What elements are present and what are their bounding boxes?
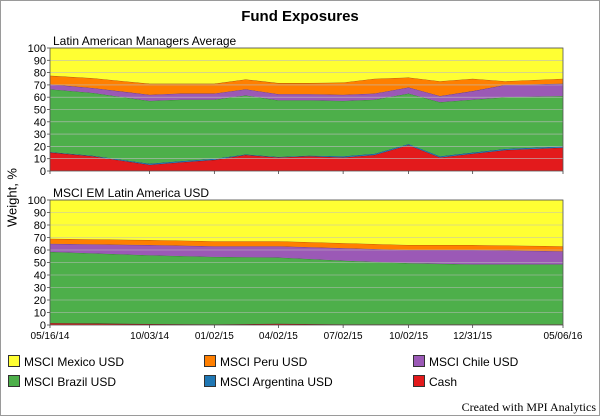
area-msci-mexico-usd-1 [50, 48, 563, 84]
y-tick-label-2-70: 70 [34, 233, 46, 245]
legend-swatch [204, 355, 216, 367]
legend-item-msci-argentina-usd: MSCI Argentina USD [204, 375, 333, 389]
x-tick-label-05-06-16: 05/06/16 [544, 331, 583, 342]
legend-item-msci-mexico-usd: MSCI Mexico USD [8, 355, 124, 369]
legend-label: MSCI Peru USD [220, 355, 308, 369]
area-msci-mexico-usd-2 [50, 200, 563, 247]
area-cash-2 [50, 323, 563, 325]
y-tick-label-2-80: 80 [34, 220, 46, 232]
y-tick-label-2-10: 10 [34, 308, 46, 320]
y-tick-label-1-60: 60 [34, 92, 46, 104]
legend-swatch [413, 355, 425, 367]
area-cash-1 [50, 145, 563, 171]
plot-border-2 [49, 199, 564, 326]
y-tick-label-1-30: 30 [34, 129, 46, 141]
x-tick-label-10-03-14: 10/03/14 [130, 331, 169, 342]
y-tick-label-2-40: 40 [34, 270, 46, 282]
y-tick-label-1-10: 10 [34, 154, 46, 166]
legend-item-msci-chile-usd: MSCI Chile USD [413, 355, 518, 369]
y-tick-label-1-70: 70 [34, 80, 46, 92]
y-tick-label-2-90: 90 [34, 208, 46, 220]
y-tick-label-1-90: 90 [34, 55, 46, 67]
legend-swatch [8, 355, 20, 367]
y-tick-label-2-20: 20 [34, 295, 46, 307]
y-tick-label-1-100: 100 [28, 43, 46, 55]
area-msci-argentina-usd-1 [50, 143, 563, 165]
legend-label: Cash [429, 375, 458, 389]
x-tick-label-05-16-14: 05/16/14 [31, 331, 70, 342]
x-tick-label-04-02-15: 04/02/15 [259, 331, 298, 342]
legend-label: MSCI Chile USD [429, 355, 519, 369]
legend-label: MSCI Mexico USD [24, 355, 125, 369]
panel-title-2: MSCI EM Latin America USD [53, 186, 209, 200]
x-tick-label-10-02-15: 10/02/15 [389, 331, 428, 342]
y-tick-label-1-40: 40 [34, 117, 46, 129]
y-tick-label-2-30: 30 [34, 283, 46, 295]
x-tick-label-01-02-15: 01/02/15 [195, 331, 234, 342]
legend-swatch [8, 375, 20, 387]
area-msci-brazil-usd-1 [50, 89, 563, 164]
panel-title-1: Latin American Managers Average [53, 34, 237, 48]
y-tick-label-2-60: 60 [34, 245, 46, 257]
legend-label: MSCI Argentina USD [220, 375, 333, 389]
area-msci-peru-usd-2 [50, 238, 563, 252]
chart-title: Fund Exposures [241, 8, 359, 25]
x-tick-label-12-31-15: 12/31/15 [453, 331, 492, 342]
plot-border-1 [49, 47, 564, 172]
y-tick-label-1-0: 0 [40, 166, 46, 178]
area-msci-chile-usd-1 [50, 83, 563, 103]
legend-swatch [413, 375, 425, 387]
legend-item-msci-peru-usd: MSCI Peru USD [204, 355, 307, 369]
legend-item-cash: Cash [413, 375, 457, 389]
y-tick-label-1-20: 20 [34, 141, 46, 153]
area-msci-brazil-usd-2 [50, 251, 563, 325]
y-tick-label-1-80: 80 [34, 68, 46, 80]
legend-swatch [204, 375, 216, 387]
credit-text: Created with MPI Analytics [461, 400, 596, 414]
x-tick-label-07-02-15: 07/02/15 [324, 331, 363, 342]
area-msci-chile-usd-2 [50, 243, 563, 265]
y-tick-label-2-0: 0 [40, 320, 46, 332]
y-tick-label-1-50: 50 [34, 105, 46, 117]
y-tick-label-2-100: 100 [28, 195, 46, 207]
chart-legend: MSCI Mexico USD MSCI Peru USD MSCI Chile U… [8, 355, 598, 395]
legend-label: MSCI Brazil USD [24, 375, 117, 389]
area-msci-peru-usd-1 [50, 75, 563, 96]
y-tick-label-2-50: 50 [34, 258, 46, 270]
legend-item-msci-brazil-usd: MSCI Brazil USD [8, 375, 116, 389]
